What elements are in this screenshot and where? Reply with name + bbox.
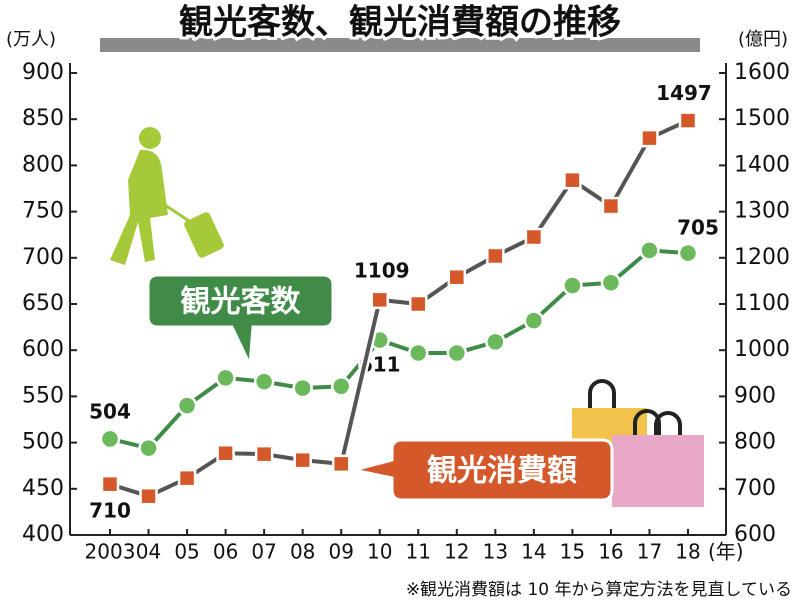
data-label: 710 bbox=[89, 499, 131, 523]
y-axis-label: (万人) bbox=[6, 29, 56, 50]
legend-label: 観光消費額 bbox=[427, 454, 577, 489]
y2-tick-label: 1500 bbox=[734, 106, 790, 131]
data-label: 504 bbox=[89, 399, 131, 423]
x-tick-label: 18 bbox=[675, 540, 700, 564]
x-tick-label: 13 bbox=[483, 540, 508, 564]
point-marker bbox=[254, 444, 274, 464]
y2-tick-label: 900 bbox=[734, 383, 776, 408]
point-marker bbox=[678, 111, 698, 130]
point-marker bbox=[486, 246, 505, 266]
point-marker bbox=[677, 242, 699, 264]
point-marker bbox=[563, 170, 582, 190]
footnote: ※観光消費額は 10 年から算定方法を見直している bbox=[406, 580, 792, 600]
legend-callout bbox=[353, 438, 614, 502]
y-tick-label: 900 bbox=[22, 60, 64, 85]
series-line bbox=[109, 248, 689, 451]
point-marker bbox=[176, 395, 198, 416]
y2-tick-label: 700 bbox=[734, 476, 776, 501]
y2-tick-label: 1100 bbox=[734, 291, 790, 316]
point-marker bbox=[138, 437, 159, 459]
y-tick-label: 500 bbox=[22, 430, 64, 455]
point-marker bbox=[370, 290, 389, 310]
point-marker bbox=[139, 486, 158, 506]
y-tick-label: 550 bbox=[22, 383, 64, 408]
point-marker bbox=[601, 196, 621, 216]
x-tick-label: 2003 bbox=[85, 540, 136, 564]
point-marker bbox=[523, 310, 545, 331]
point-marker bbox=[215, 367, 236, 389]
point-marker bbox=[446, 342, 468, 364]
y2-tick-label: 1400 bbox=[734, 152, 790, 177]
legend-label: 観光客数 bbox=[181, 285, 302, 320]
point-marker bbox=[640, 128, 659, 148]
data-label: 1109 bbox=[354, 258, 410, 282]
x-unit-label: (年) bbox=[708, 540, 744, 564]
y2-tick-label: 1200 bbox=[734, 245, 790, 270]
y-tick-label: 800 bbox=[22, 152, 64, 177]
data-label: 1497 bbox=[656, 81, 712, 105]
point-marker bbox=[562, 275, 583, 296]
y2-tick-label: 1000 bbox=[734, 337, 790, 362]
traveler-icon bbox=[110, 127, 224, 265]
x-tick-label: 07 bbox=[251, 540, 276, 564]
series-line bbox=[109, 118, 689, 499]
y-tick-label: 700 bbox=[22, 245, 64, 270]
x-tick-label: 09 bbox=[328, 540, 353, 564]
x-tick-label: 04 bbox=[136, 540, 161, 564]
y2-tick-label: 1300 bbox=[734, 199, 790, 224]
y-tick-label: 650 bbox=[22, 291, 64, 316]
chart-title: 観光客数、観光消費額の推移 bbox=[179, 3, 621, 43]
y2-tick-label: 800 bbox=[734, 430, 776, 455]
x-tick-label: 15 bbox=[560, 540, 585, 564]
x-tick-label: 10 bbox=[367, 540, 392, 564]
y-tick-label: 400 bbox=[22, 522, 64, 547]
x-tick-label: 06 bbox=[213, 540, 238, 564]
point-marker bbox=[99, 428, 121, 450]
point-marker bbox=[330, 375, 352, 397]
point-marker bbox=[253, 371, 275, 392]
point-marker bbox=[485, 331, 506, 353]
title-bar bbox=[100, 38, 700, 52]
data-label: 705 bbox=[677, 216, 719, 240]
y2-tick-label: 600 bbox=[734, 522, 776, 547]
x-tick-label: 12 bbox=[444, 540, 469, 564]
point-marker bbox=[600, 272, 622, 293]
point-marker bbox=[409, 294, 428, 314]
point-marker bbox=[639, 240, 660, 261]
y-tick-label: 600 bbox=[22, 337, 64, 362]
point-marker bbox=[447, 267, 467, 287]
x-tick-label: 14 bbox=[521, 540, 546, 564]
y2-tick-label: 1600 bbox=[734, 60, 790, 85]
y-tick-label: 450 bbox=[22, 476, 64, 501]
x-tick-label: 11 bbox=[406, 540, 431, 564]
x-tick-label: 05 bbox=[174, 540, 199, 564]
point-marker bbox=[524, 227, 544, 247]
x-tick-label: 16 bbox=[598, 540, 623, 564]
point-marker bbox=[216, 443, 235, 463]
legend-callout bbox=[146, 273, 335, 371]
point-marker bbox=[293, 450, 312, 470]
y-tick-label: 750 bbox=[22, 199, 64, 224]
x-tick-label: 08 bbox=[290, 540, 315, 564]
point-marker bbox=[292, 377, 313, 399]
y2-axis-label: (億円) bbox=[738, 29, 788, 50]
point-marker bbox=[100, 474, 120, 494]
y-tick-label: 850 bbox=[22, 106, 64, 131]
point-marker bbox=[408, 342, 429, 364]
point-marker bbox=[177, 468, 197, 488]
point-marker bbox=[331, 454, 351, 474]
x-tick-label: 17 bbox=[637, 540, 662, 564]
